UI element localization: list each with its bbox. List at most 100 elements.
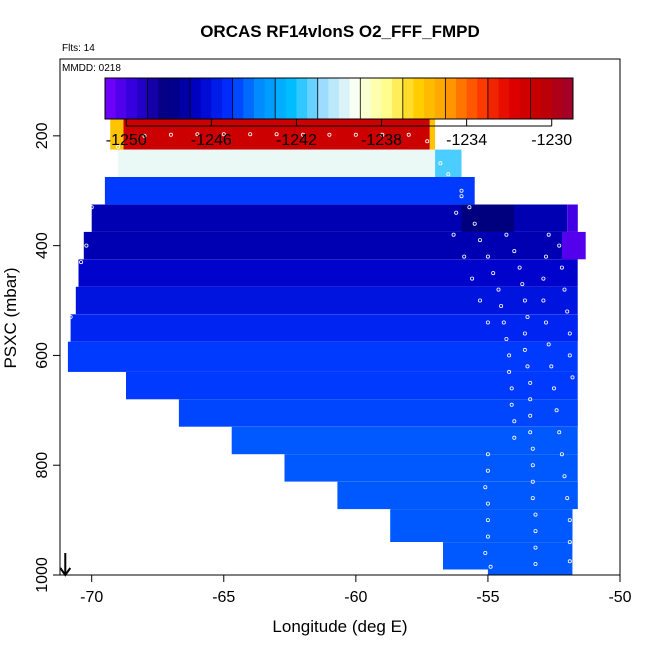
- colorbar-swatch: [530, 78, 542, 119]
- track-point: [507, 369, 512, 374]
- colorbar-swatch: [200, 78, 212, 119]
- colorbar-swatch: [105, 78, 117, 119]
- track-point: [438, 161, 443, 166]
- x-tick-label: -65: [212, 589, 235, 606]
- track-point: [557, 430, 562, 435]
- colorbar-swatch: [275, 78, 287, 119]
- track-point: [116, 144, 121, 149]
- colorbar-swatch: [487, 78, 499, 119]
- track-point: [525, 314, 530, 319]
- colorbar-tick-label: -1242: [276, 132, 317, 149]
- track-point: [221, 132, 226, 137]
- data-cell: [118, 149, 436, 177]
- track-point: [79, 260, 84, 265]
- track-point: [459, 188, 464, 193]
- track-point: [525, 364, 530, 369]
- data-cell: [561, 231, 586, 260]
- track-point: [533, 529, 538, 534]
- track-point: [530, 463, 535, 468]
- track-point: [522, 331, 527, 336]
- track-point: [425, 139, 430, 144]
- track-point: [496, 287, 501, 292]
- track-point: [485, 501, 490, 506]
- track-point: [517, 265, 522, 270]
- track-point: [168, 132, 173, 137]
- track-point: [562, 287, 567, 292]
- track-point: [541, 276, 546, 281]
- track-point: [549, 364, 554, 369]
- track-point: [499, 303, 504, 308]
- colorbar-swatch: [147, 78, 159, 119]
- track-point: [530, 446, 535, 451]
- colorbar-tick-label: -1230: [531, 132, 572, 149]
- colorbar-swatch: [477, 78, 489, 119]
- track-point: [533, 545, 538, 550]
- colorbar-swatch: [222, 78, 234, 119]
- track-point: [559, 265, 564, 270]
- track-point: [522, 347, 527, 352]
- x-tick-label: -60: [344, 589, 367, 606]
- track-point: [84, 243, 89, 248]
- colorbar-swatch: [370, 78, 382, 119]
- colorbar-swatch: [339, 78, 351, 119]
- chart-title: ORCAS RF14vlonS O2_FFF_FMPD: [200, 22, 480, 41]
- colorbar: -1250 -1246 -1242 -1238 -1234 -1230: [104, 77, 574, 149]
- data-cell: [70, 314, 578, 342]
- track-point: [477, 298, 482, 303]
- colorbar-swatch: [456, 78, 468, 119]
- colorbar-swatch: [434, 78, 446, 119]
- data-cell: [487, 569, 573, 575]
- track-point: [300, 132, 305, 137]
- colorbar-swatch: [349, 78, 361, 119]
- data-cell: [126, 371, 578, 400]
- track-point: [546, 232, 551, 237]
- track-point: [102, 161, 107, 166]
- track-point: [488, 564, 493, 569]
- track-point: [565, 496, 570, 501]
- track-point: [530, 496, 535, 501]
- track-point: [541, 298, 546, 303]
- data-cells: [67, 119, 586, 575]
- track-point: [485, 518, 490, 523]
- data-cell: [231, 426, 578, 455]
- colorbar-swatch: [158, 78, 170, 119]
- colorbar-swatch: [466, 78, 478, 119]
- track-point: [472, 221, 477, 226]
- track-point: [565, 309, 570, 314]
- colorbar-swatch: [381, 78, 393, 119]
- track-point: [248, 132, 253, 137]
- track-point: [544, 254, 549, 259]
- data-cell: [178, 399, 578, 427]
- track-point: [562, 474, 567, 479]
- y-tick-label: 600: [34, 342, 51, 369]
- colorbar-swatch: [136, 78, 148, 119]
- track-point: [544, 320, 549, 325]
- x-tick-label: -55: [476, 589, 499, 606]
- track-point: [533, 512, 538, 517]
- track-point: [507, 353, 512, 358]
- track-point: [528, 413, 533, 418]
- colorbar-swatch: [126, 78, 138, 119]
- track-point: [353, 132, 358, 137]
- colorbar-swatch: [307, 78, 319, 119]
- flights-note: Flts: 14: [62, 43, 95, 54]
- colorbar-swatch: [115, 78, 127, 119]
- data-cell: [123, 119, 430, 150]
- y-tick-label: 200: [34, 122, 51, 149]
- track-point: [73, 282, 78, 287]
- track-point: [567, 540, 572, 545]
- colorbar-swatch: [424, 78, 436, 119]
- track-point: [512, 249, 517, 254]
- track-point: [559, 452, 564, 457]
- track-point: [552, 386, 557, 391]
- track-point: [406, 132, 411, 137]
- flight-track: [63, 132, 575, 569]
- track-point: [567, 331, 572, 336]
- track-point: [501, 320, 506, 325]
- track-point: [522, 298, 527, 303]
- y-tick-label: 400: [34, 232, 51, 259]
- date-note: MMDD: 0218: [62, 63, 121, 74]
- track-point: [528, 380, 533, 385]
- track-point: [485, 452, 490, 457]
- x-tick-label: -50: [608, 589, 631, 606]
